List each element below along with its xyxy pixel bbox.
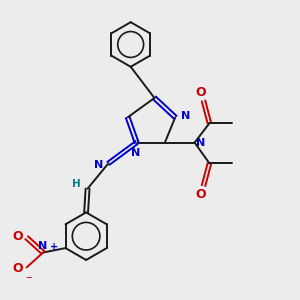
Text: N: N	[196, 138, 205, 148]
Text: ⁻: ⁻	[25, 274, 32, 287]
Text: O: O	[13, 230, 23, 243]
Text: N: N	[38, 241, 48, 251]
Text: N: N	[181, 111, 190, 121]
Text: +: +	[50, 242, 58, 252]
Text: N: N	[94, 160, 103, 170]
Text: N: N	[130, 148, 140, 158]
Text: O: O	[196, 188, 206, 201]
Text: O: O	[13, 262, 23, 275]
Text: H: H	[72, 179, 81, 189]
Text: O: O	[196, 85, 206, 99]
